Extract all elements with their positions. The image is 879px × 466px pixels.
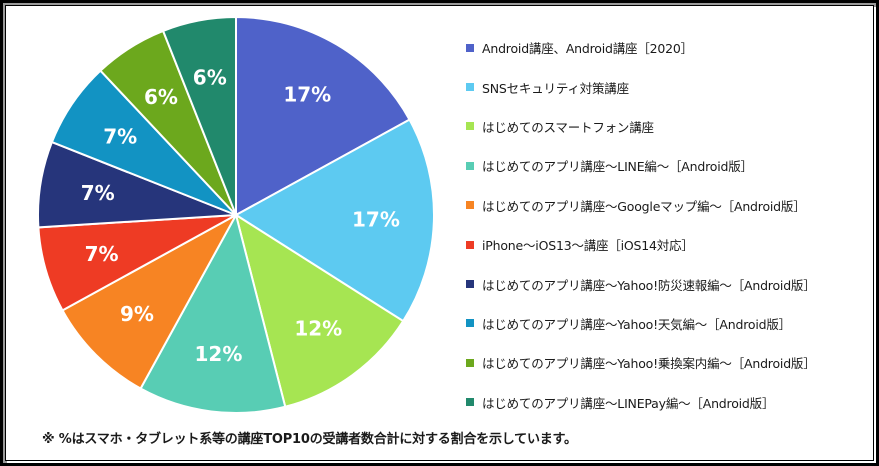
pie-slice-10 bbox=[161, 15, 237, 216]
legend-swatch-3 bbox=[466, 122, 474, 131]
legend-label-2: SNSセキュリティ対策講座 bbox=[482, 80, 629, 96]
legend-item-6: iPhone～iOS13～講座［iOS14対応］ bbox=[466, 225, 816, 264]
pie-slice-2 bbox=[234, 118, 436, 323]
slice-label-5: 9% bbox=[120, 302, 154, 326]
slice-label-1: 17% bbox=[283, 83, 331, 107]
slice-label-10: 6% bbox=[193, 65, 227, 89]
legend-swatch-10 bbox=[466, 398, 474, 407]
slice-label-2: 17% bbox=[352, 207, 400, 231]
legend-label-8: はじめてのアプリ講座～Yahoo!天気編～［Android版］ bbox=[482, 316, 791, 332]
slice-label-7: 7% bbox=[81, 181, 115, 205]
legend-swatch-9 bbox=[466, 358, 474, 367]
legend-item-5: はじめてのアプリ講座～Googleマップ編～［Android版］ bbox=[466, 186, 816, 225]
legend-swatch-6 bbox=[466, 240, 474, 249]
legend-label-3: はじめてのスマートフォン講座 bbox=[482, 119, 654, 135]
slice-label-3: 12% bbox=[294, 316, 342, 340]
footnote: ※ %はスマホ・タブレット系等の講座TOP10の受講者数合計に対する割合を示して… bbox=[42, 432, 577, 447]
legend-label-1: Android講座、Android講座［2020］ bbox=[482, 41, 693, 57]
legend-swatch-7 bbox=[466, 280, 474, 289]
pie-slice-3 bbox=[234, 212, 405, 408]
legend-item-10: はじめてのアプリ講座～LINEPay編～［Android版］ bbox=[466, 383, 816, 422]
legend-swatch-5 bbox=[466, 201, 474, 210]
slice-label-4: 12% bbox=[195, 342, 243, 366]
legend-label-7: はじめてのアプリ講座～Yahoo!防災速報編～［Android版］ bbox=[482, 277, 816, 293]
pie-slice-1 bbox=[235, 15, 411, 217]
pie-slice-5 bbox=[61, 212, 239, 390]
legend-item-8: はじめてのアプリ講座～Yahoo!天気編～［Android版］ bbox=[466, 304, 816, 343]
legend-item-7: はじめてのアプリ講座～Yahoo!防災速報編～［Android版］ bbox=[466, 264, 816, 303]
legend-label-9: はじめてのアプリ講座～Yahoo!乗換案内編～［Android版］ bbox=[482, 356, 816, 372]
legend-item-1: Android講座、Android講座［2020］ bbox=[466, 28, 816, 67]
legend-swatch-4 bbox=[466, 161, 474, 170]
legend: Android講座、Android講座［2020］ SNSセキュリティ対策講座はじ… bbox=[466, 28, 816, 422]
legend-label-5: はじめてのアプリ講座～Googleマップ編～［Android版］ bbox=[482, 198, 806, 214]
legend-swatch-1 bbox=[466, 43, 474, 52]
legend-swatch-2 bbox=[466, 83, 474, 92]
legend-label-10: はじめてのアプリ講座～LINEPay編～［Android版］ bbox=[482, 395, 775, 411]
legend-item-4: はじめてのアプリ講座～LINE編～［Android版］ bbox=[466, 146, 816, 185]
legend-item-9: はじめてのアプリ講座～Yahoo!乗換案内編～［Android版］ bbox=[466, 343, 816, 382]
legend-label-6: iPhone～iOS13～講座［iOS14対応］ bbox=[482, 238, 694, 254]
legend-item-2: SNSセキュリティ対策講座 bbox=[466, 67, 816, 106]
pie-slice-4 bbox=[139, 212, 287, 414]
slice-label-9: 6% bbox=[144, 85, 178, 109]
slice-label-8: 7% bbox=[103, 124, 137, 148]
slice-label-6: 7% bbox=[85, 242, 119, 266]
legend-item-3: はじめてのスマートフォン講座 bbox=[466, 107, 816, 146]
legend-swatch-8 bbox=[466, 319, 474, 328]
legend-label-4: はじめてのアプリ講座～LINE編～［Android版］ bbox=[482, 159, 753, 175]
